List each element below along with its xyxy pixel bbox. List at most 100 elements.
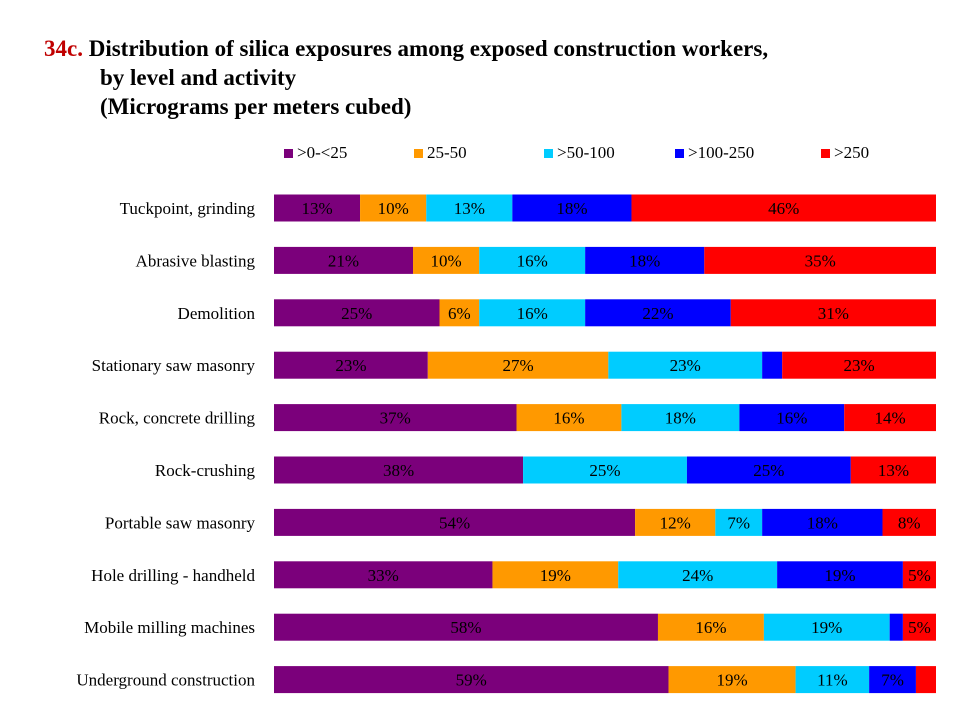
data-label: 22% [642, 304, 673, 323]
data-label: 13% [454, 199, 485, 218]
bar-segment [274, 456, 524, 484]
bar-segment [274, 508, 636, 536]
data-label: 54% [439, 513, 470, 532]
legend-label: >100-250 [688, 143, 755, 162]
data-label: 7% [881, 671, 904, 690]
data-label: 19% [716, 671, 747, 690]
data-label: 16% [517, 304, 548, 323]
bar-segment [631, 194, 936, 222]
bar-segment [621, 404, 740, 432]
data-label: 13% [878, 461, 909, 480]
bar-segment [523, 456, 687, 484]
data-label: 7% [727, 513, 750, 532]
bar-segment [668, 666, 796, 694]
data-label: 25% [589, 461, 620, 480]
bar-segment [516, 404, 622, 432]
data-label: 18% [629, 251, 660, 270]
data-label: 5% [908, 618, 931, 637]
bar-segment [585, 299, 731, 327]
data-label: 27% [502, 356, 533, 375]
data-label: 6% [448, 304, 471, 323]
bar-segment [274, 613, 658, 641]
bar-segment [795, 666, 870, 694]
bar-segment [274, 351, 428, 379]
legend-label: >0-<25 [297, 143, 348, 162]
category-label: Rock-crushing [155, 461, 256, 480]
data-label: 19% [540, 566, 571, 585]
bar-segment [657, 613, 764, 641]
data-label: 25% [753, 461, 784, 480]
data-label: 12% [660, 513, 691, 532]
legend-swatch [821, 149, 830, 158]
title-line-1: Distribution of silica exposures among e… [88, 36, 769, 61]
bar-segment [762, 508, 883, 536]
legend-item: >100-250 [675, 143, 754, 163]
bar-segment [439, 299, 480, 327]
category-label: Mobile milling machines [84, 618, 255, 637]
bar-segment [704, 246, 936, 274]
data-label: 16% [553, 409, 584, 428]
bar-segment [360, 194, 427, 222]
data-label: 31% [818, 304, 849, 323]
category-label: Demolition [178, 304, 256, 323]
data-label: 8% [898, 513, 921, 532]
bar-segment [850, 456, 936, 484]
data-label: 38% [383, 461, 414, 480]
bar-segment [274, 194, 361, 222]
legend-label: 25-50 [427, 143, 467, 162]
title-line-3: (Micrograms per meters cubed) [100, 94, 412, 119]
data-label: 23% [670, 356, 701, 375]
bar-segment [512, 194, 632, 222]
legend-swatch [284, 149, 293, 158]
chart-title: 34c. Distribution of silica exposures am… [44, 34, 768, 121]
bar-segment [889, 613, 903, 641]
legend-label: >50-100 [557, 143, 615, 162]
bar-segment [274, 404, 517, 432]
data-label: 13% [301, 199, 332, 218]
bar-segment [763, 613, 890, 641]
data-label: 18% [807, 513, 838, 532]
bar-segment [739, 404, 845, 432]
category-label: Abrasive blasting [136, 251, 256, 270]
data-label: 23% [844, 356, 875, 375]
data-label: 24% [682, 566, 713, 585]
legend-swatch [414, 149, 423, 158]
data-label: 10% [431, 251, 462, 270]
category-label: Tuckpoint, grinding [120, 199, 256, 218]
bar-segment [585, 246, 705, 274]
legend-item: >250 [821, 143, 869, 163]
data-label: 25% [341, 304, 372, 323]
chart-number: 34c. [44, 36, 83, 61]
bar-segment [777, 561, 903, 589]
bar-segment [274, 666, 669, 694]
bar-segment [274, 561, 493, 589]
bar-segment [686, 456, 851, 484]
bar-segment [427, 351, 609, 379]
data-label: 46% [768, 199, 799, 218]
bar-segment [274, 246, 414, 274]
bar-segment [902, 613, 936, 641]
legend-swatch [675, 149, 684, 158]
bar-segment [618, 561, 778, 589]
bar-segment [274, 299, 440, 327]
data-label: 10% [378, 199, 409, 218]
legend-item: >0-<25 [284, 143, 347, 163]
category-label: Rock, concrete drilling [99, 409, 256, 428]
bar-segment [635, 508, 716, 536]
legend-item: 25-50 [414, 143, 467, 163]
data-label: 58% [450, 618, 481, 637]
bar-segment [902, 561, 936, 589]
data-label: 5% [908, 566, 931, 585]
bar-segment [730, 299, 936, 327]
bar-segment [844, 404, 936, 432]
data-label: 16% [776, 409, 807, 428]
bar-segment [413, 246, 480, 274]
legend-label: >250 [834, 143, 870, 162]
bar-segment [869, 666, 916, 694]
bar-segment [492, 561, 619, 589]
bar-segment [782, 351, 936, 379]
data-label: 11% [817, 671, 848, 690]
title-line-2: by level and activity [100, 65, 297, 90]
bar-segment [915, 666, 936, 694]
